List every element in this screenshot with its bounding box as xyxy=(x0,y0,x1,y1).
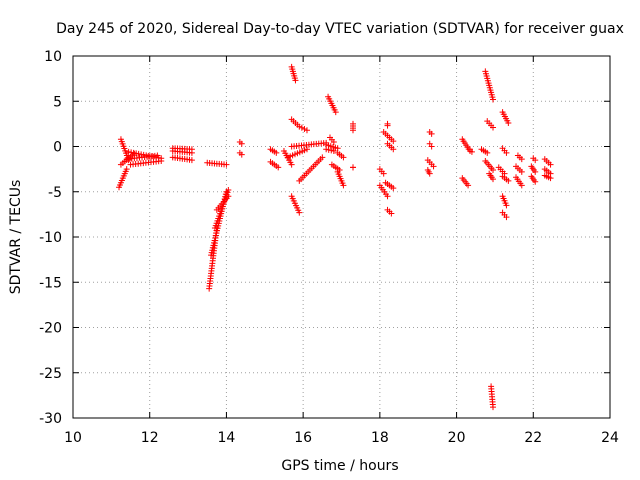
chart-title: Day 245 of 2020, Sidereal Day-to-day VTE… xyxy=(56,21,624,37)
data-point xyxy=(380,170,387,177)
x-tick-label: 14 xyxy=(218,430,236,446)
y-tick-label: 0 xyxy=(53,140,62,156)
data-point xyxy=(390,146,397,153)
data-point xyxy=(518,156,525,163)
x-tick-label: 12 xyxy=(141,430,159,446)
y-tick-label: -25 xyxy=(39,366,62,382)
data-point xyxy=(188,146,195,153)
data-point xyxy=(490,124,497,131)
data-point xyxy=(296,209,303,216)
data-point xyxy=(518,182,525,189)
data-point xyxy=(490,167,497,174)
data-point xyxy=(275,164,282,171)
x-tick-label: 22 xyxy=(524,430,542,446)
data-point xyxy=(123,166,130,173)
y-tick-label: -10 xyxy=(39,230,62,246)
data-point xyxy=(532,168,539,175)
x-tick-label: 24 xyxy=(601,430,619,446)
y-tick-label: 10 xyxy=(44,49,62,65)
data-point xyxy=(225,186,232,193)
data-point xyxy=(350,127,357,134)
data-point xyxy=(505,119,512,126)
data-point xyxy=(490,404,497,411)
data-point xyxy=(532,178,539,185)
data-point xyxy=(332,109,339,116)
x-tick-label: 10 xyxy=(64,430,82,446)
data-point xyxy=(388,210,395,217)
data-point xyxy=(238,140,245,147)
x-tick-label: 16 xyxy=(294,430,312,446)
data-point xyxy=(330,148,337,155)
data-point xyxy=(238,151,245,158)
data-point xyxy=(384,122,391,129)
data-point xyxy=(503,202,510,209)
data-point xyxy=(426,170,433,177)
y-tick-label: -5 xyxy=(48,185,62,201)
data-point xyxy=(325,146,332,153)
data-point xyxy=(303,127,310,134)
data-point xyxy=(340,154,347,161)
grid-lines xyxy=(73,56,610,418)
data-point xyxy=(430,163,437,170)
data-point xyxy=(518,168,525,175)
data-point xyxy=(390,185,397,192)
data-point xyxy=(296,123,303,130)
data-point xyxy=(503,214,510,221)
x-axis-label: GPS time / hours xyxy=(281,458,398,474)
y-tick-labels: 10 5 0 -5 -10 -15 -20 -25 -30 xyxy=(39,49,62,427)
data-point xyxy=(330,138,337,145)
data-points xyxy=(116,63,554,411)
x-tick-labels: 10 12 14 16 18 20 22 24 xyxy=(64,430,619,446)
data-point xyxy=(390,138,397,145)
data-point xyxy=(503,149,510,156)
data-point xyxy=(288,161,295,168)
data-point xyxy=(292,77,299,84)
y-tick-label: -20 xyxy=(39,321,62,337)
data-point xyxy=(350,164,357,171)
x-tick-label: 18 xyxy=(371,430,389,446)
data-point xyxy=(547,175,554,182)
data-point xyxy=(298,124,305,131)
data-point xyxy=(319,154,326,161)
data-point xyxy=(468,148,475,155)
data-point xyxy=(428,143,435,150)
data-point xyxy=(340,182,347,189)
data-point xyxy=(465,182,472,189)
y-tick-label: 5 xyxy=(53,94,62,110)
data-point xyxy=(490,176,497,183)
data-point xyxy=(188,157,195,164)
y-tick-label: -15 xyxy=(39,275,62,291)
data-point xyxy=(225,193,232,200)
data-point xyxy=(328,147,335,154)
data-point xyxy=(384,193,391,200)
data-point xyxy=(301,126,308,133)
data-point xyxy=(323,146,330,153)
data-point xyxy=(490,96,497,103)
axis-ticks xyxy=(72,55,611,419)
data-point xyxy=(273,149,280,156)
y-axis-label: SDTVAR / TECUs xyxy=(8,180,24,295)
data-point xyxy=(158,157,165,164)
data-point xyxy=(547,161,554,168)
data-point xyxy=(532,157,539,164)
y-tick-label: -30 xyxy=(39,411,62,427)
data-point xyxy=(223,161,230,168)
data-point xyxy=(428,130,435,137)
data-point xyxy=(484,149,491,156)
x-tick-label: 20 xyxy=(448,430,466,446)
data-point xyxy=(303,146,310,153)
data-point xyxy=(505,177,512,184)
